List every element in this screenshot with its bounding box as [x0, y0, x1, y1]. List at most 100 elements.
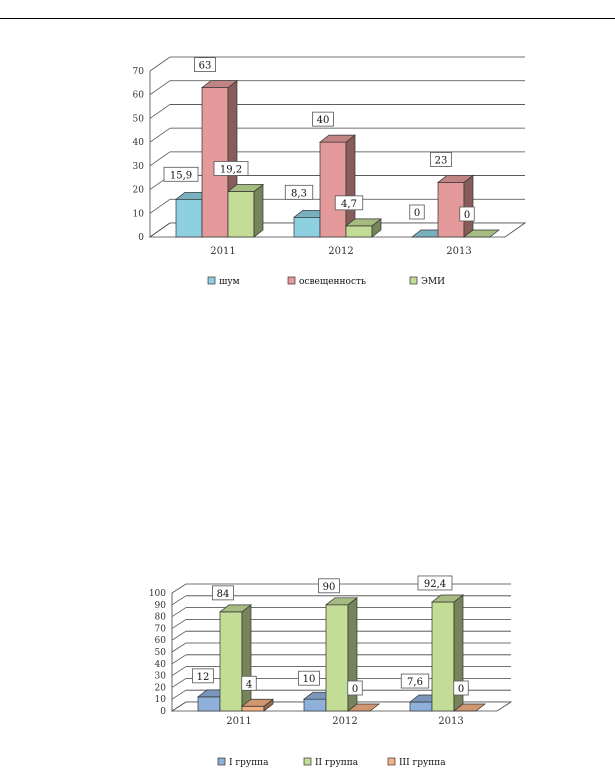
data-label-box [284, 184, 314, 200]
bar-top [318, 134, 357, 143]
data-label-box [417, 575, 453, 591]
grid-diagonal [149, 127, 171, 143]
y-tick-label: 70 [133, 67, 145, 77]
page-header-rule [0, 18, 615, 19]
bar-side [241, 604, 252, 712]
data-label-box [192, 668, 214, 684]
bar-top [240, 698, 275, 707]
category-label: 2013 [446, 246, 471, 257]
legend-swatch [409, 276, 418, 285]
y-tick-label: 90 [155, 601, 167, 611]
y-tick-label: 60 [155, 636, 167, 646]
bar-front [197, 696, 221, 712]
grid-diagonal [149, 151, 171, 167]
data-label: 7,6 [407, 677, 423, 688]
y-tick-label: 10 [155, 695, 167, 705]
bar-front [325, 604, 349, 712]
data-label-box [163, 166, 199, 182]
y-tick-label: 60 [133, 91, 145, 101]
y-tick-label: 100 [149, 589, 166, 599]
bar-top [200, 80, 239, 88]
bar-top [430, 594, 465, 603]
legend-swatch [303, 757, 312, 766]
grid-diagonal [171, 689, 187, 700]
y-tick-label: 30 [133, 162, 145, 172]
data-label: 63 [199, 61, 212, 72]
y-tick-label: 40 [155, 660, 167, 670]
y-tick-label: 10 [133, 209, 145, 219]
data-label-box [459, 206, 475, 222]
data-label-box [194, 57, 216, 72]
y-tick-label: 80 [155, 613, 167, 623]
data-label-box [400, 673, 430, 689]
data-label: 19,2 [220, 164, 242, 175]
data-label: 15,9 [170, 170, 192, 181]
bar-side [463, 174, 474, 238]
legend-label: III группа [399, 758, 446, 768]
legend-label: шум [219, 277, 240, 287]
data-label: 23 [435, 155, 448, 166]
grid-diagonal [171, 619, 187, 629]
legend-swatch [217, 757, 226, 766]
data-label: 0 [458, 684, 464, 695]
grid-diagonal [171, 666, 187, 676]
data-label-box [241, 675, 257, 691]
data-label-box [312, 111, 334, 127]
legend-swatch [287, 276, 296, 285]
legend-label: II группа [315, 758, 359, 768]
data-label: 0 [464, 210, 470, 221]
data-label: 0 [352, 684, 358, 695]
data-label-box [430, 152, 452, 167]
y-tick-label: 40 [133, 138, 145, 148]
data-label-box [318, 578, 340, 594]
data-label: 4 [246, 679, 252, 690]
bar-top [462, 229, 501, 238]
y-tick-label: 20 [133, 186, 145, 196]
data-label: 12 [197, 672, 210, 683]
data-label: 8,3 [291, 188, 307, 199]
bar-side [253, 183, 264, 238]
y-tick-label: 0 [160, 707, 166, 717]
grid-diagonal [149, 56, 171, 72]
data-label: 92,4 [424, 579, 446, 590]
grid-diagonal [171, 642, 187, 653]
data-label: 0 [414, 208, 420, 219]
grid-diagonal [171, 583, 187, 594]
legend-swatch [387, 757, 396, 766]
category-label: 2011 [226, 716, 251, 727]
bar-front [219, 611, 243, 712]
bar-top [346, 703, 381, 712]
legend-label: ЭМИ [421, 277, 445, 287]
data-label-box [334, 195, 364, 211]
data-label: 10 [303, 674, 316, 685]
bar-top [324, 597, 359, 606]
grid-diagonal [149, 80, 171, 96]
bar-front [293, 216, 321, 238]
y-tick-label: 50 [155, 648, 167, 658]
grid-diagonal [171, 607, 187, 617]
bar-front [431, 601, 455, 712]
data-label-box [213, 161, 249, 176]
y-tick-label: 30 [155, 672, 167, 682]
data-label: 84 [217, 589, 230, 600]
grid-diagonal [171, 630, 187, 641]
grid-diagonal [171, 678, 187, 688]
bar-top [436, 175, 475, 183]
grid-diagonal [171, 595, 187, 606]
bar-top [344, 218, 383, 227]
data-label-box [298, 670, 320, 686]
data-label: 40 [317, 115, 330, 126]
category-label: 2013 [438, 716, 463, 727]
bar-top [218, 604, 253, 613]
data-label-box [453, 680, 469, 696]
category-label: 2012 [328, 246, 353, 257]
grid-diagonal [171, 654, 187, 665]
y-tick-label: 20 [155, 683, 167, 693]
chart-2: 0102030405060708090100128442011109002012… [149, 575, 513, 768]
legend-label: освещенность [299, 277, 366, 287]
bar-top [452, 703, 487, 712]
grid-diagonal [149, 104, 171, 119]
data-label-box [347, 680, 363, 696]
bar-front [409, 701, 433, 712]
